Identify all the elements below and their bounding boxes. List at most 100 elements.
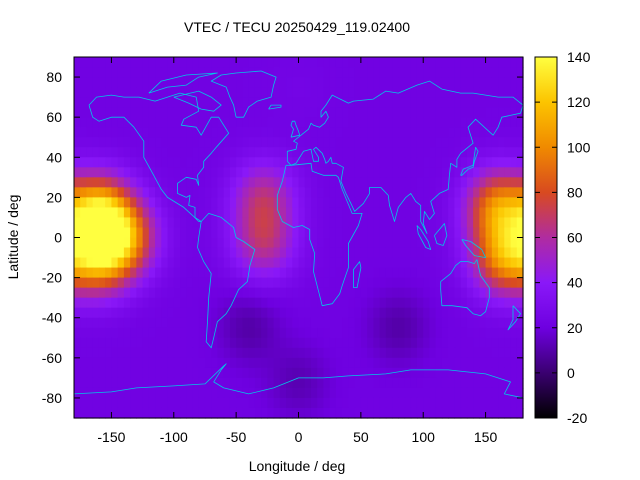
heatmap-cell [242,97,250,108]
heatmap-cell [348,247,356,259]
heatmap-cell [248,247,256,259]
heatmap-cell [286,357,293,369]
heatmap-cell [298,97,306,108]
heatmap-cell [360,57,368,68]
heatmap-cell [74,197,81,209]
heatmap-cell [298,67,306,78]
heatmap-cell [242,367,250,379]
heatmap-cell [516,167,524,178]
heatmap-cell [148,177,156,188]
heatmap-cell [398,227,406,239]
heatmap-cell [373,117,381,128]
heatmap-cell [105,57,113,68]
heatmap-cell [279,107,287,118]
heatmap-cell [466,357,474,369]
heatmap-cell [80,147,88,158]
heatmap-cell [229,187,237,198]
heatmap-cell [392,287,399,299]
heatmap-cell [279,217,287,229]
heatmap-cell [204,217,212,229]
heatmap-cell [460,297,468,309]
heatmap-cell [485,197,493,209]
heatmap-cell [80,377,88,389]
heatmap-cell [454,97,462,108]
heatmap-cell [211,87,219,98]
heatmap-cell [510,57,518,68]
heatmap-cell [435,107,443,118]
x-axis-ticks: -150 -100 -50 0 50 100 150 [97,57,497,445]
heatmap-cell [348,217,356,229]
heatmap-cell [155,307,162,319]
heatmap-cell [136,87,144,98]
heatmap-cell [192,347,200,359]
heatmap-cell [498,377,505,389]
heatmap-cell [161,227,169,239]
heatmap-cell [204,177,212,188]
heatmap-cell [192,137,200,148]
heatmap-cell [448,387,456,399]
heatmap-cell [117,107,125,118]
heatmap-cell [329,77,337,88]
heatmap-cell [229,247,237,259]
heatmap-cell [204,397,212,409]
heatmap-cell [98,397,106,409]
heatmap-cell [454,127,462,138]
heatmap-cell [242,77,250,88]
heatmap-cell [429,147,437,158]
heatmap-cell [323,307,331,319]
heatmap-cell [404,347,412,359]
heatmap-cell [92,167,100,178]
heatmap-cell [460,217,468,229]
heatmap-cell [516,137,524,148]
heatmap-cell [111,247,119,259]
heatmap-cell [223,147,231,158]
heatmap-cell [429,337,437,349]
heatmap-cell [304,207,312,219]
heatmap-cell [398,217,406,229]
coastline-segment [210,70,277,118]
heatmap-cell [148,337,156,349]
heatmap-cell [142,97,150,108]
heatmap-cell [155,387,162,399]
heatmap-cell [236,247,243,259]
heatmap-cell [217,307,225,319]
heatmap-cell [516,297,524,309]
heatmap-cell [142,247,150,259]
heatmap-cell [80,317,88,329]
heatmap-cell [211,407,219,419]
heatmap-cell [310,107,318,118]
heatmap-cell [186,137,194,148]
heatmap-cell [180,267,187,279]
heatmap-cell [186,87,194,98]
heatmap-cell [498,267,505,279]
heatmap-cell [510,387,518,399]
heatmap-cell [510,297,518,309]
heatmap-cell [167,307,175,319]
heatmap-cell [130,127,137,138]
heatmap-cell [423,157,431,168]
heatmap-cell [360,277,368,289]
heatmap-cell [173,337,181,349]
heatmap-cell [404,107,412,118]
heatmap-cell [323,357,331,369]
heatmap-cell [117,217,125,229]
heatmap-cell [123,197,131,209]
heatmap-cell [105,307,113,319]
heatmap-cell [335,157,343,168]
heatmap-cell [454,167,462,178]
heatmap-cell [292,347,300,359]
heatmap-cell [111,117,119,128]
heatmap-cell [254,177,262,188]
heatmap-cell [392,177,399,188]
heatmap-cell [317,147,325,158]
heatmap-cell [398,257,406,269]
heatmap-cell [498,97,505,108]
heatmap-cell [460,207,468,219]
heatmap-cell [435,197,443,209]
heatmap-cell [448,277,456,289]
heatmap-cell [348,57,356,68]
heatmap-cell [248,107,256,118]
heatmap-cell [80,207,88,219]
heatmap-cell [86,257,94,269]
heatmap-cell [130,157,137,168]
